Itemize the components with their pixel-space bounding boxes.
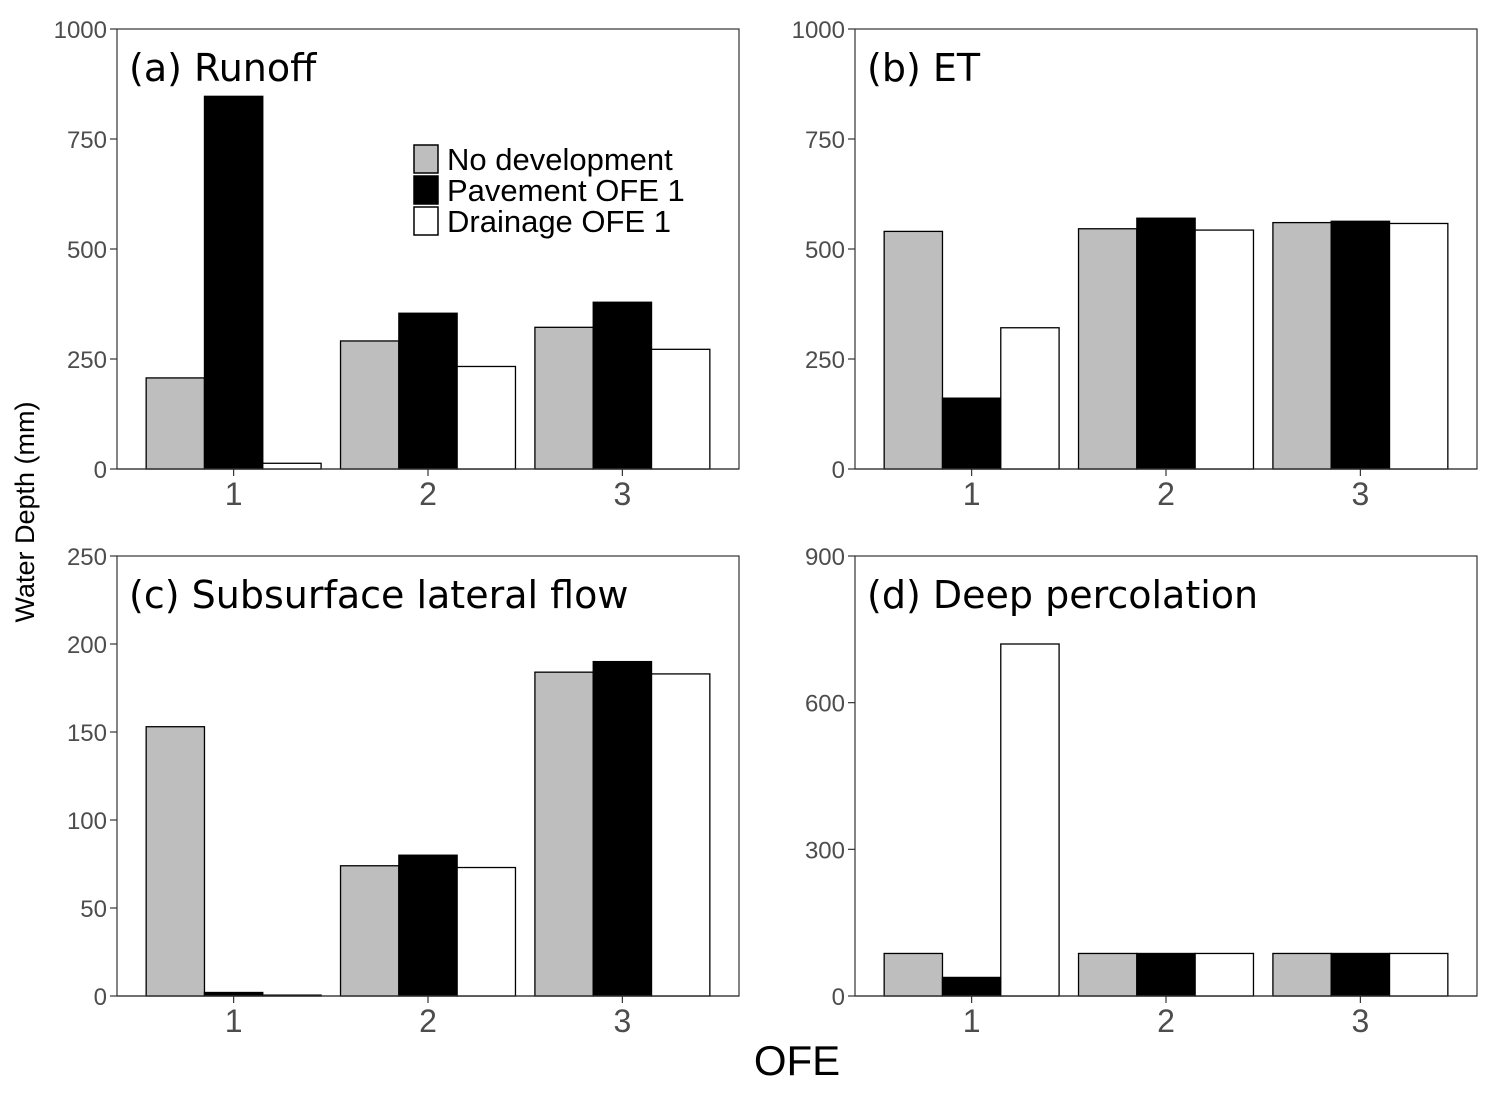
- bar-drainage-ofe-1-ofe-2: [1194, 229, 1255, 470]
- y-tick-label: 50: [80, 896, 107, 923]
- bar-pavement-ofe-1-ofe-3: [592, 660, 653, 997]
- panel-3: 0 50 100 150 200 250 1 2 3 (c) Subsurface lateral…: [67, 544, 740, 1039]
- bar-no-development-ofe-1: [145, 377, 206, 470]
- legend-swatch-drainage: [413, 206, 439, 236]
- y-tick-label: 0: [94, 984, 107, 1011]
- bar-drainage-ofe-1-ofe-1: [262, 462, 322, 470]
- panel-title: (c) Subsurface lateral flow: [129, 573, 628, 617]
- bar-drainage-ofe-1-ofe-3: [1388, 952, 1449, 997]
- y-tick-label: 500: [67, 237, 107, 264]
- panel-1: 0 250 500 750 1000 1 2 3 (a) Runoff: [54, 17, 740, 512]
- y-tick-label: 500: [805, 237, 845, 264]
- bar-no-development-ofe-3: [1272, 221, 1332, 470]
- panel-2: 0 250 500 750 1000 1 2 3 (b) ET: [792, 17, 1478, 512]
- y-tick-label: 150: [67, 720, 107, 747]
- bar-pavement-ofe-1-ofe-3: [1330, 220, 1391, 470]
- panel-title: (a) Runoff: [129, 46, 317, 90]
- y-tick-label: 300: [805, 837, 845, 864]
- legend-label-no-development: No development: [447, 142, 673, 177]
- legend-swatch-no-development: [413, 144, 439, 174]
- y-tick-label: 250: [67, 544, 107, 571]
- bar-drainage-ofe-1-ofe-1: [1000, 327, 1060, 470]
- bar-drainage-ofe-1-ofe-2: [1194, 952, 1255, 997]
- x-tick-label: 3: [1351, 476, 1369, 512]
- bar-no-development-ofe-2: [339, 865, 400, 997]
- legend: No development Pavement OFE 1 Drainage O…: [413, 142, 685, 239]
- bar-drainage-ofe-1-ofe-1: [1000, 643, 1060, 997]
- bar-pavement-ofe-1-ofe-3: [592, 301, 653, 470]
- y-tick-label: 200: [67, 632, 107, 659]
- bar-drainage-ofe-1-ofe-3: [650, 348, 711, 470]
- y-tick-label: 0: [94, 457, 107, 484]
- bar-no-development-ofe-2: [1077, 228, 1138, 470]
- y-tick-label: 250: [805, 347, 845, 374]
- legend-label-pavement: Pavement OFE 1: [447, 173, 685, 208]
- panel-frame: [854, 555, 1478, 997]
- bar-pavement-ofe-1-ofe-2: [1136, 952, 1196, 997]
- bar-pavement-ofe-1-ofe-1: [941, 397, 1002, 470]
- x-tick-label: 2: [419, 476, 437, 512]
- x-tick-label: 3: [1351, 1003, 1369, 1039]
- y-tick-label: 0: [832, 457, 845, 484]
- y-axis-title: Water Depth (mm): [10, 401, 40, 622]
- legend-swatch-pavement: [413, 175, 439, 205]
- bar-pavement-ofe-1-ofe-2: [398, 312, 458, 470]
- bar-pavement-ofe-1-ofe-2: [1136, 217, 1196, 470]
- y-tick-label: 1000: [792, 17, 845, 44]
- x-tick-label: 2: [1157, 476, 1175, 512]
- x-tick-label: 3: [613, 1003, 631, 1039]
- y-tick-label: 0: [832, 984, 845, 1011]
- bar-drainage-ofe-1-ofe-3: [650, 673, 711, 997]
- bar-pavement-ofe-1-ofe-3: [1330, 952, 1391, 997]
- bar-drainage-ofe-1-ofe-2: [456, 365, 517, 470]
- y-tick-label: 250: [67, 347, 107, 374]
- x-tick-label: 1: [225, 476, 243, 512]
- x-tick-label: 2: [1157, 1003, 1175, 1039]
- panel-title: (d) Deep percolation: [867, 573, 1258, 617]
- bar-no-development-ofe-3: [534, 326, 594, 470]
- bar-drainage-ofe-1-ofe-3: [1388, 222, 1449, 470]
- y-tick-label: 600: [805, 691, 845, 718]
- y-tick-label: 750: [67, 127, 107, 154]
- x-tick-label: 1: [963, 1003, 981, 1039]
- bar-pavement-ofe-1-ofe-1: [941, 976, 1002, 997]
- bar-pavement-ofe-1-ofe-1: [203, 95, 264, 470]
- bar-no-development-ofe-3: [1272, 952, 1332, 997]
- bar-no-development-ofe-3: [534, 671, 594, 997]
- bar-pavement-ofe-1-ofe-2: [398, 854, 458, 997]
- bar-no-development-ofe-1: [883, 230, 944, 470]
- legend-label-drainage: Drainage OFE 1: [447, 204, 671, 239]
- y-tick-label: 750: [805, 127, 845, 154]
- bar-no-development-ofe-2: [1077, 952, 1138, 997]
- y-tick-label: 900: [805, 544, 845, 571]
- panel-4: 0 300 600 900 1 2 3 (d) Deep percolation: [805, 544, 1478, 1039]
- x-tick-label: 2: [419, 1003, 437, 1039]
- bar-no-development-ofe-1: [883, 952, 944, 997]
- x-axis-title: OFE: [754, 1037, 840, 1084]
- y-tick-label: 100: [67, 808, 107, 835]
- bar-no-development-ofe-2: [339, 340, 400, 470]
- panel-title: (b) ET: [867, 46, 981, 90]
- x-tick-label: 3: [613, 476, 631, 512]
- bar-drainage-ofe-1-ofe-2: [456, 866, 517, 997]
- bar-no-development-ofe-1: [145, 726, 206, 997]
- y-tick-label: 1000: [54, 17, 107, 44]
- x-tick-label: 1: [225, 1003, 243, 1039]
- x-tick-label: 1: [963, 476, 981, 512]
